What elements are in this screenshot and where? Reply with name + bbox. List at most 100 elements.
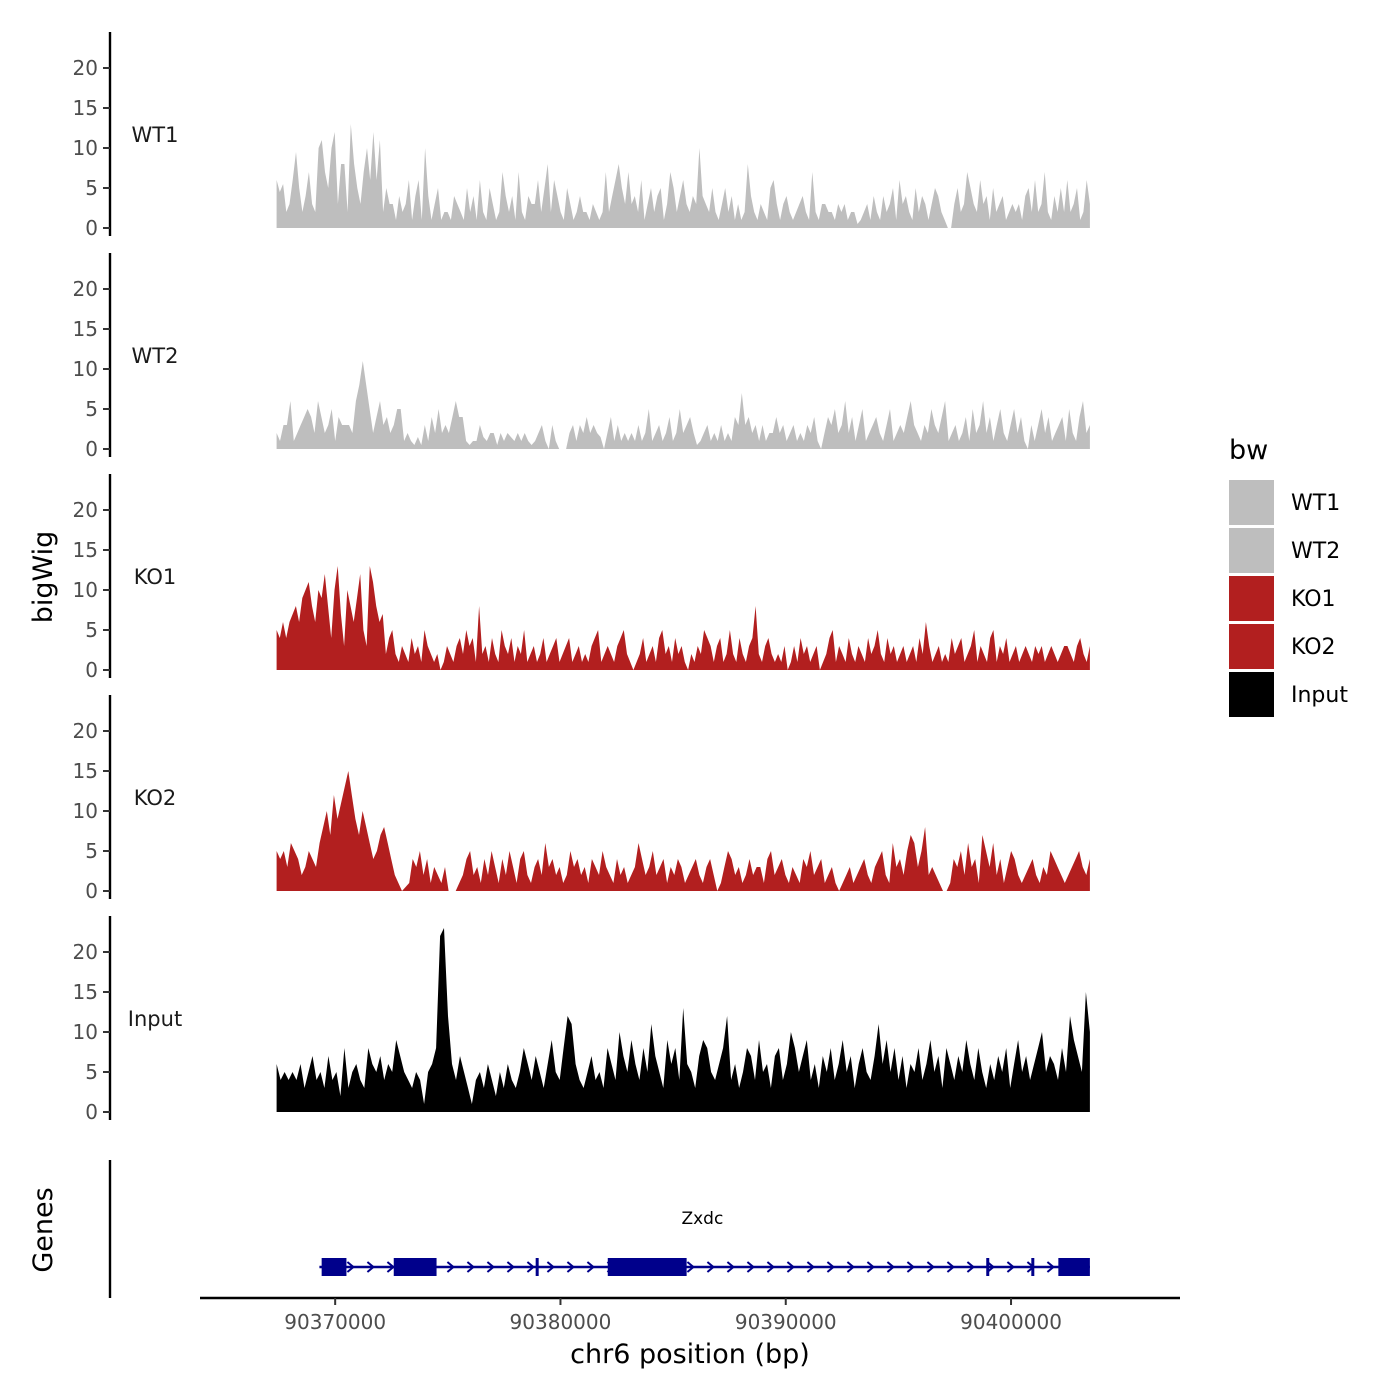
- y-tick-label: 10: [73, 136, 98, 160]
- y-tick-label: 0: [85, 658, 98, 682]
- x-tick-label: 90390000: [735, 1310, 837, 1334]
- y-tick-label: 0: [85, 1100, 98, 1124]
- legend-swatch-wt2: [1229, 528, 1274, 573]
- track-label: KO2: [134, 786, 177, 810]
- x-tick-label: 90400000: [960, 1310, 1062, 1334]
- strand-arrow: [1006, 1261, 1015, 1273]
- y-tick-label: 0: [85, 879, 98, 903]
- y-tick-label: 15: [73, 980, 98, 1004]
- strand-arrow: [926, 1261, 935, 1273]
- strand-arrow: [566, 1261, 575, 1273]
- strand-arrow: [386, 1261, 395, 1273]
- genes-panel-title: Genes: [28, 1187, 59, 1272]
- strand-arrow: [826, 1261, 835, 1273]
- strand-arrow: [586, 1261, 595, 1273]
- legend-title: bw: [1229, 435, 1268, 466]
- strand-arrow: [946, 1261, 955, 1273]
- x-axis: 90370000 90380000 90390000 90400000: [200, 1296, 1180, 1334]
- y-tick-label: 0: [85, 437, 98, 461]
- legend-swatch-ko2: [1229, 624, 1274, 669]
- y-tick-label: 15: [73, 759, 98, 783]
- strand-arrow: [766, 1261, 775, 1273]
- track-label: WT2: [132, 344, 179, 368]
- y-tick-label: 20: [73, 277, 98, 301]
- exon: [321, 1258, 347, 1276]
- track-label: KO1: [134, 565, 177, 589]
- strand-arrow: [346, 1261, 355, 1273]
- legend-label-wt2: WT2: [1291, 539, 1340, 564]
- strand-arrow: [986, 1261, 995, 1273]
- strand-arrow: [726, 1261, 735, 1273]
- strand-arrow: [886, 1261, 895, 1273]
- x-tick-label: 90380000: [510, 1310, 612, 1334]
- legend: bw WT1 WT2 KO1 KO2 Input: [1229, 435, 1348, 717]
- y-tick-label: 20: [73, 719, 98, 743]
- strand-arrow: [966, 1261, 975, 1273]
- x-tick-label: 90370000: [284, 1310, 386, 1334]
- legend-label-wt1: WT1: [1291, 491, 1340, 516]
- exon: [535, 1258, 539, 1276]
- strand-arrow: [526, 1261, 535, 1273]
- strand-arrow: [446, 1261, 455, 1273]
- y-tick-label: 15: [73, 317, 98, 341]
- strand-arrow: [366, 1261, 375, 1273]
- legend-swatch-wt1: [1229, 480, 1274, 525]
- y-tick-label: 20: [73, 498, 98, 522]
- strand-arrow: [506, 1261, 515, 1273]
- track-label: Input: [128, 1007, 182, 1031]
- exon: [1058, 1258, 1090, 1276]
- strand-arrow: [786, 1261, 795, 1273]
- legend-label-ko1: KO1: [1291, 587, 1336, 612]
- y-axis-title: bigWig: [28, 531, 59, 624]
- y-tick-label: 5: [85, 618, 98, 642]
- exon: [393, 1258, 437, 1276]
- y-tick-label: 10: [73, 1020, 98, 1044]
- y-tick-label: 20: [73, 940, 98, 964]
- y-tick-label: 5: [85, 839, 98, 863]
- y-tick-label: 0: [85, 216, 98, 240]
- y-tick-label: 15: [73, 96, 98, 120]
- strand-arrow: [806, 1261, 815, 1273]
- track-wt2: 0 5 10 15 20 WT2: [73, 253, 1090, 461]
- legend-label-input: Input: [1291, 683, 1348, 708]
- y-tick-label: 20: [73, 56, 98, 80]
- y-tick-label: 10: [73, 357, 98, 381]
- legend-label-ko2: KO2: [1291, 635, 1336, 660]
- area-ko1: [276, 566, 1090, 670]
- area-input: [276, 928, 1090, 1112]
- strand-arrow: [846, 1261, 855, 1273]
- exon: [607, 1258, 687, 1276]
- strand-arrow: [1046, 1261, 1055, 1273]
- track-wt1: 0 5 10 15 20 WT1: [73, 32, 1090, 240]
- strand-arrow: [466, 1261, 475, 1273]
- strand-arrow: [866, 1261, 875, 1273]
- strand-arrow: [486, 1261, 495, 1273]
- exon: [986, 1258, 990, 1276]
- y-tick-label: 15: [73, 538, 98, 562]
- y-tick-label: 5: [85, 176, 98, 200]
- track-input: 0 5 10 15 20 Input: [73, 916, 1090, 1124]
- strand-arrow: [686, 1261, 695, 1273]
- y-tick-label: 10: [73, 799, 98, 823]
- track-label: WT1: [132, 123, 179, 147]
- genes-panel: Zxdc: [108, 1160, 1090, 1298]
- x-axis-title: chr6 position (bp): [570, 1339, 810, 1370]
- area-wt1: [276, 124, 1090, 228]
- track-ko1: 0 5 10 15 20 KO1: [73, 474, 1090, 682]
- exon: [1031, 1258, 1035, 1276]
- strand-arrow: [906, 1261, 915, 1273]
- track-ko2: 0 5 10 15 20 KO2: [73, 695, 1090, 903]
- area-ko2: [276, 771, 1090, 891]
- y-tick-label: 5: [85, 397, 98, 421]
- y-tick-label: 5: [85, 1060, 98, 1084]
- strand-arrow: [546, 1261, 555, 1273]
- legend-swatch-input: [1229, 672, 1274, 717]
- legend-swatch-ko1: [1229, 576, 1274, 621]
- area-wt2: [276, 361, 1090, 449]
- strand-arrow: [706, 1261, 715, 1273]
- tracks-layer: 0 5 10 15 20 WT1 0 5 10 15 20 WT2 0 5 10 15 20 KO1 0 5 10 15 2…: [73, 32, 1090, 1124]
- gene-name-label: Zxdc: [681, 1209, 723, 1229]
- strand-arrow: [746, 1261, 755, 1273]
- y-tick-label: 10: [73, 578, 98, 602]
